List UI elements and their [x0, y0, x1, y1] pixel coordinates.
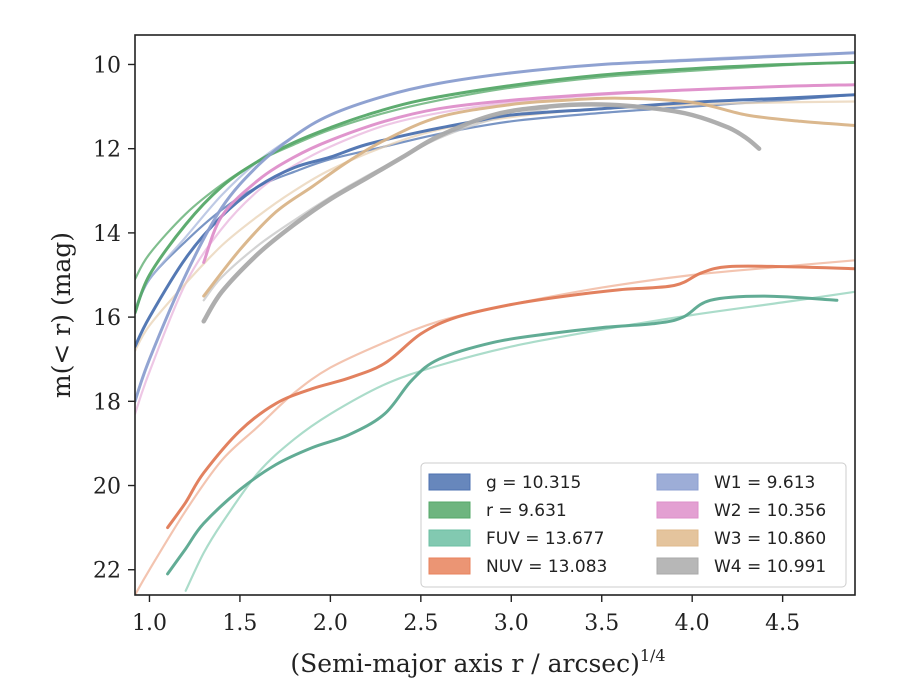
y-axis-ticks: 10 12 14 16 18 20 22: [93, 53, 135, 584]
x-tick-label: 4.5: [765, 611, 800, 636]
series-line-fuv-measured: [166, 294, 839, 576]
x-tick-label: 3.5: [584, 611, 619, 636]
x-axis-label-main: (Semi-major axis r / arcsec): [290, 649, 639, 678]
series-line-nuv-measured: [166, 264, 855, 530]
y-tick-label: 10: [93, 53, 121, 78]
x-axis-ticks: 1.0 1.5 2.0 2.5 3.0 3.5 4.0 4.5: [132, 595, 800, 636]
series-line-r-measured: [135, 60, 855, 315]
y-tick-label: 16: [93, 306, 121, 331]
plot-frame: [134, 34, 856, 596]
x-axis-label: (Semi-major axis r / arcsec)1/4: [290, 646, 665, 678]
legend-label: g = 10.315: [486, 473, 581, 493]
legend-label: r = 9.631: [486, 501, 567, 521]
legend-label: NUV = 13.083: [486, 557, 607, 577]
x-tick-label: 3.0: [494, 611, 529, 636]
y-tick-label: 14: [93, 222, 121, 247]
series-line-fuv-model: [184, 290, 855, 592]
legend-label: W2 = 10.356: [714, 501, 826, 521]
x-tick-label: 2.5: [403, 611, 438, 636]
x-tick-label: 1.0: [132, 611, 167, 636]
legend-label: W1 = 9.613: [714, 473, 815, 493]
y-tick-label: 20: [93, 475, 121, 500]
legend-label: FUV = 13.677: [486, 529, 604, 549]
x-tick-label: 4.0: [675, 611, 710, 636]
series-line-w1-measured: [135, 51, 855, 403]
legend-box: [420, 462, 847, 588]
x-tick-label: 1.5: [222, 611, 257, 636]
series-line-w2-model: [135, 83, 855, 415]
x-axis-label-exponent: 1/4: [640, 646, 666, 665]
y-tick-label: 12: [93, 138, 121, 163]
legend-swatch: [656, 501, 699, 519]
y-tick-label: 18: [93, 390, 121, 415]
series-line-w3-measured: [202, 96, 855, 298]
y-axis-label: m(< r) (mag): [47, 232, 76, 398]
series-line-nuv-model: [135, 259, 855, 595]
series-layer: [135, 51, 855, 595]
legend-label: W4 = 10.991: [714, 557, 826, 577]
series-line-r-model: [135, 61, 855, 281]
legend-label: W3 = 10.860: [714, 529, 826, 549]
y-tick-label: 22: [93, 559, 121, 584]
legend-swatch: [428, 557, 471, 575]
series-line-w4-measured: [201, 102, 762, 324]
series-line-w4-model: [202, 107, 549, 302]
legend-swatch: [428, 501, 471, 519]
legend-swatch: [656, 529, 699, 547]
legend-swatch: [428, 529, 471, 547]
legend-swatch: [656, 473, 699, 491]
series-line-w2-measured: [202, 83, 855, 264]
series-line-w3-model: [135, 100, 855, 352]
legend-swatch: [656, 557, 699, 575]
legend: g = 10.315 r = 9.631 FUV = 13.677 NUV = 13.…: [420, 462, 847, 588]
x-tick-label: 2.0: [313, 611, 348, 636]
legend-swatch: [428, 473, 471, 491]
